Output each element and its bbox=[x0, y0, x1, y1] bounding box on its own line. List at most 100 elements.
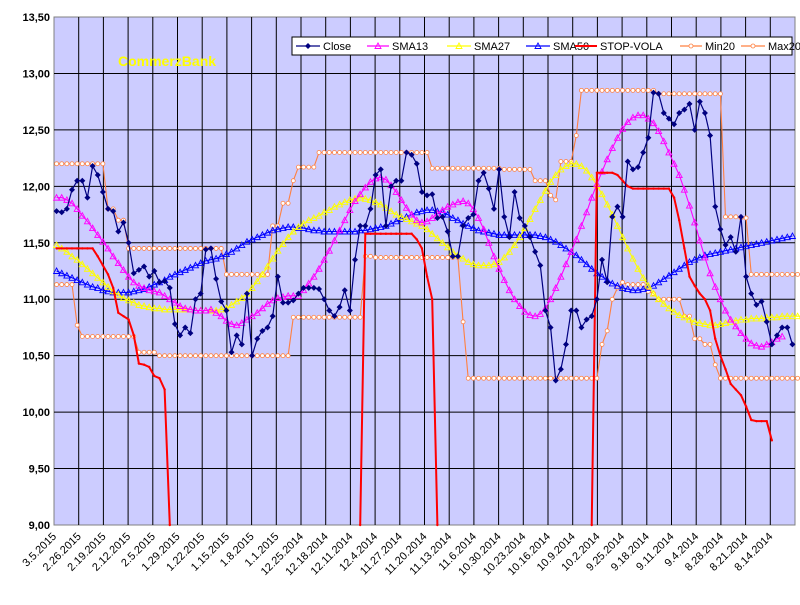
max20-point bbox=[513, 167, 517, 171]
min20-point bbox=[713, 363, 717, 367]
legend-label: Min20 bbox=[705, 41, 735, 53]
max20-point bbox=[235, 272, 239, 276]
max20-point bbox=[744, 216, 748, 220]
max20-point bbox=[245, 272, 249, 276]
max20-point bbox=[116, 218, 120, 222]
max20-point bbox=[399, 150, 403, 154]
stop-vola-point bbox=[678, 219, 680, 221]
min20-point bbox=[291, 315, 295, 319]
max20-point bbox=[796, 272, 800, 276]
min20-point bbox=[724, 376, 728, 380]
min20-point bbox=[276, 354, 280, 358]
max20-point bbox=[230, 272, 234, 276]
max20-point bbox=[70, 162, 74, 166]
min20-point bbox=[430, 255, 434, 259]
max20-point bbox=[518, 167, 522, 171]
max20-point bbox=[585, 88, 589, 92]
max20-point bbox=[214, 246, 218, 250]
stop-vola-point bbox=[611, 172, 613, 174]
max20-point bbox=[785, 272, 789, 276]
stop-vola-point bbox=[673, 196, 675, 198]
min20-point bbox=[147, 350, 151, 354]
min20-point bbox=[754, 376, 758, 380]
min20-point bbox=[75, 323, 79, 327]
max20-point bbox=[281, 201, 285, 205]
min20-point bbox=[101, 334, 105, 338]
stop-vola-point bbox=[66, 247, 68, 249]
max20-point bbox=[790, 272, 794, 276]
min20-point bbox=[152, 350, 156, 354]
max20-point bbox=[780, 272, 784, 276]
min20-point bbox=[667, 297, 671, 301]
stop-vola-point bbox=[719, 354, 721, 356]
max20-point bbox=[677, 92, 681, 96]
min20-point bbox=[379, 255, 383, 259]
min20-point bbox=[744, 376, 748, 380]
legend-label: STOP-VOLA bbox=[600, 41, 663, 53]
stop-vola-point bbox=[76, 247, 78, 249]
min20-point bbox=[183, 354, 187, 358]
stop-vola-point bbox=[163, 388, 165, 390]
min20-point bbox=[621, 280, 625, 284]
stop-vola-point bbox=[112, 287, 114, 289]
max20-point bbox=[291, 179, 295, 183]
min20-point bbox=[785, 376, 789, 380]
stop-vola-point bbox=[91, 247, 93, 249]
min20-point bbox=[260, 354, 264, 358]
min20-point bbox=[384, 255, 388, 259]
stop-vola-point bbox=[86, 247, 88, 249]
max20-point bbox=[65, 162, 69, 166]
max20-point bbox=[626, 88, 630, 92]
min20-point bbox=[559, 376, 563, 380]
max20-point bbox=[574, 134, 578, 138]
stop-vola-point bbox=[616, 174, 618, 176]
y-tick-label: 13,00 bbox=[22, 68, 50, 80]
max20-point bbox=[348, 150, 352, 154]
stop-vola-point bbox=[699, 292, 701, 294]
stop-vola-point bbox=[405, 233, 407, 235]
min20-point bbox=[368, 254, 372, 258]
max20-point bbox=[75, 162, 79, 166]
stop-vola-point bbox=[585, 45, 587, 47]
max20-point bbox=[194, 246, 198, 250]
min20-point bbox=[523, 376, 527, 380]
max20-point bbox=[384, 150, 388, 154]
legend-label: SMA13 bbox=[392, 41, 428, 53]
min20-point bbox=[600, 342, 604, 346]
min20-point bbox=[338, 315, 342, 319]
min20-point bbox=[734, 376, 738, 380]
min20-point bbox=[194, 354, 198, 358]
min20-point bbox=[404, 255, 408, 259]
min20-point bbox=[245, 354, 249, 358]
min20-point bbox=[240, 354, 244, 358]
max20-point bbox=[266, 272, 270, 276]
min20-point bbox=[610, 297, 614, 301]
max20-point bbox=[718, 92, 722, 96]
min20-point bbox=[543, 376, 547, 380]
max20-point bbox=[394, 150, 398, 154]
stop-vola-point bbox=[102, 264, 104, 266]
chart-annotation: CommerzBank bbox=[118, 53, 216, 69]
max20-point bbox=[317, 150, 321, 154]
stop-vola-point bbox=[663, 187, 665, 189]
min20-point bbox=[322, 315, 326, 319]
min20-point bbox=[173, 354, 177, 358]
max20-point bbox=[322, 150, 326, 154]
min20-point bbox=[538, 376, 542, 380]
min20-point bbox=[399, 255, 403, 259]
max20-point bbox=[255, 272, 259, 276]
y-tick-label: 10,50 bbox=[22, 351, 50, 363]
max20-point bbox=[765, 272, 769, 276]
min20-point bbox=[760, 376, 764, 380]
max20-point bbox=[379, 150, 383, 154]
max20-point bbox=[682, 92, 686, 96]
max20-point bbox=[183, 246, 187, 250]
min20-point bbox=[389, 255, 393, 259]
stop-vola-point bbox=[601, 172, 603, 174]
min20-point bbox=[111, 334, 115, 338]
min20-point bbox=[157, 354, 161, 358]
min20-point bbox=[219, 354, 223, 358]
max20-point bbox=[240, 272, 244, 276]
max20-point bbox=[471, 166, 475, 170]
min20-point bbox=[204, 354, 208, 358]
